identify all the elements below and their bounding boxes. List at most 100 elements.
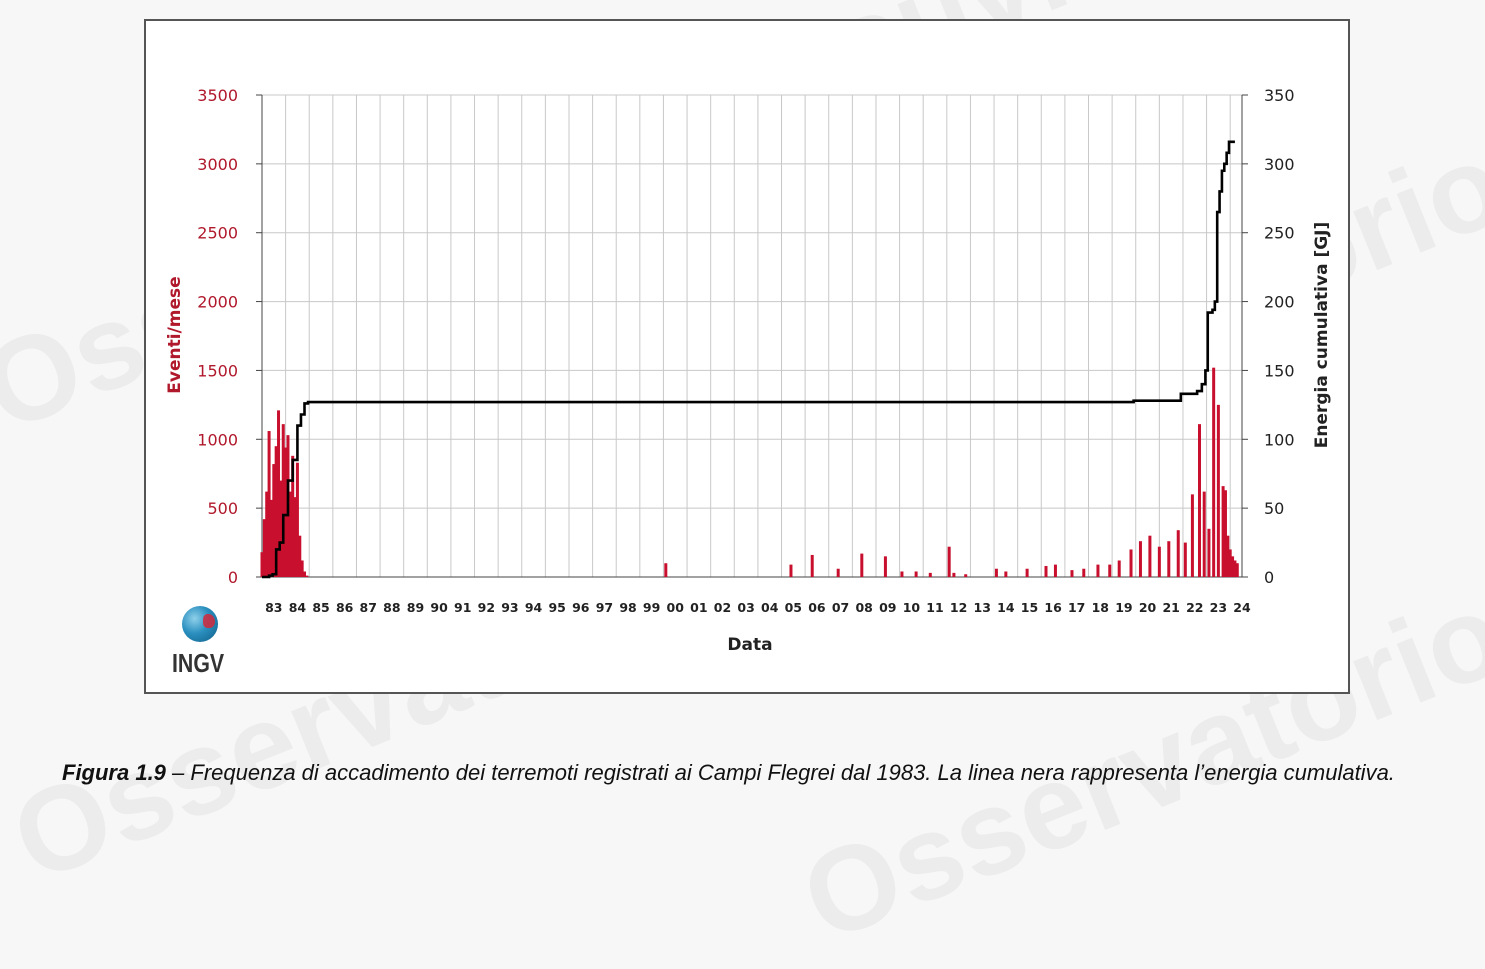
x-axis-tick-label: 05	[785, 600, 802, 615]
right-axis-tick-label: 100	[1264, 430, 1295, 449]
x-axis-tick-label: 92	[478, 600, 495, 615]
bar	[1148, 535, 1152, 577]
bar	[1167, 541, 1171, 577]
bar	[1221, 486, 1225, 577]
bar	[1176, 530, 1180, 577]
x-axis-tick-label: 10	[903, 600, 921, 615]
left-axis-tick-label: 1000	[197, 430, 238, 449]
x-axis-tick-label: 02	[714, 600, 731, 615]
chart-frame	[144, 19, 1350, 694]
x-axis-tick-label: 86	[336, 600, 354, 615]
bar	[279, 480, 283, 577]
right-axis-tick-label: 0	[1264, 568, 1274, 587]
x-axis-tick-label: 98	[619, 600, 636, 615]
ingv-logo-text: INGV	[172, 648, 225, 678]
bar	[1082, 568, 1086, 577]
figure-caption-text: – Frequenza di accadimento dei terremoti…	[165, 760, 1395, 785]
bar	[305, 575, 309, 577]
x-axis-tick-label: 91	[454, 600, 471, 615]
bar	[883, 556, 887, 577]
bar	[1197, 424, 1201, 577]
x-axis-tick-label: 93	[501, 600, 518, 615]
bar	[914, 571, 918, 577]
bar	[1212, 367, 1216, 577]
chart: 0500100015002000250030003500050100150200…	[165, 86, 1332, 655]
x-axis-tick-label: 06	[808, 600, 826, 615]
right-axis-tick-label: 300	[1264, 155, 1295, 174]
x-axis-tick-label: 11	[926, 600, 943, 615]
bar	[291, 455, 295, 577]
x-axis-tick-label: 96	[572, 600, 590, 615]
bar	[1233, 560, 1237, 577]
bar	[300, 560, 304, 577]
x-axis-tick-label: 07	[832, 600, 849, 615]
bar	[274, 446, 278, 577]
right-axis-tick-label: 250	[1264, 224, 1295, 243]
bar	[1228, 549, 1232, 577]
x-axis-tick-label: 19	[1115, 600, 1132, 615]
x-axis-tick-label: 01	[690, 600, 707, 615]
bar	[298, 535, 302, 577]
bar	[1235, 563, 1239, 577]
bar	[1223, 490, 1227, 577]
right-axis-tick-label: 150	[1264, 361, 1295, 380]
x-axis-tick-label: 12	[950, 600, 967, 615]
bar	[293, 497, 297, 577]
x-axis-tick-label: 14	[997, 600, 1015, 615]
x-axis-tick-label: 88	[383, 600, 400, 615]
bar	[1004, 571, 1008, 577]
right-axis-tick-label: 50	[1264, 499, 1284, 518]
bar	[265, 491, 269, 577]
bar	[1190, 494, 1194, 577]
bar	[1044, 565, 1048, 577]
x-axis-tick-label: 90	[430, 600, 448, 615]
bar	[260, 552, 264, 577]
x-axis-tick-label: 21	[1162, 600, 1179, 615]
bar	[1117, 560, 1121, 577]
bar	[1070, 570, 1074, 577]
bar	[836, 568, 840, 577]
x-axis-tick-label: 15	[1021, 600, 1038, 615]
left-axis-title: Eventi/mese	[165, 276, 185, 393]
bar	[947, 546, 951, 577]
x-axis-tick-label: 16	[1044, 600, 1062, 615]
bar	[284, 447, 288, 577]
bar	[1231, 556, 1235, 577]
x-axis-tick-label: 04	[761, 600, 779, 615]
bar	[1202, 491, 1206, 577]
x-axis-tick-label: 94	[525, 600, 543, 615]
bar	[1207, 528, 1211, 577]
ingv-logo: INGV	[172, 604, 232, 684]
x-axis-tick-label: 83	[265, 600, 282, 615]
left-axis-tick-label: 3000	[197, 155, 238, 174]
left-axis-tick-label: 2000	[197, 293, 238, 312]
bar	[860, 553, 864, 577]
bar	[789, 564, 793, 577]
bar	[1053, 564, 1057, 577]
x-axis-tick-label: 00	[667, 600, 685, 615]
bar	[277, 410, 281, 577]
x-axis-tick-label: 13	[974, 600, 991, 615]
bar	[303, 571, 307, 577]
x-axis-tick-label: 03	[737, 600, 754, 615]
right-axis-tick-label: 350	[1264, 86, 1295, 105]
bar	[964, 574, 968, 577]
x-axis-tick-label: 18	[1092, 600, 1109, 615]
left-axis-tick-label: 2500	[197, 224, 238, 243]
x-axis-tick-label: 20	[1139, 600, 1157, 615]
x-axis-tick-label: 89	[407, 600, 424, 615]
bar	[267, 431, 271, 577]
bar	[1025, 568, 1029, 577]
bar	[810, 554, 814, 577]
bar	[288, 491, 292, 577]
x-axis-tick-label: 87	[360, 600, 377, 615]
bar	[1157, 546, 1161, 577]
right-axis-title: Energia cumulativa [GJ]	[1312, 222, 1332, 449]
left-axis-tick-label: 500	[207, 499, 238, 518]
x-axis-tick-label: 85	[312, 600, 329, 615]
left-axis-tick-label: 0	[228, 568, 238, 587]
figure-caption-label: Figura 1.9	[62, 760, 166, 785]
left-axis-tick-label: 3500	[197, 86, 238, 105]
bar	[1096, 564, 1100, 577]
bar	[1108, 564, 1112, 577]
